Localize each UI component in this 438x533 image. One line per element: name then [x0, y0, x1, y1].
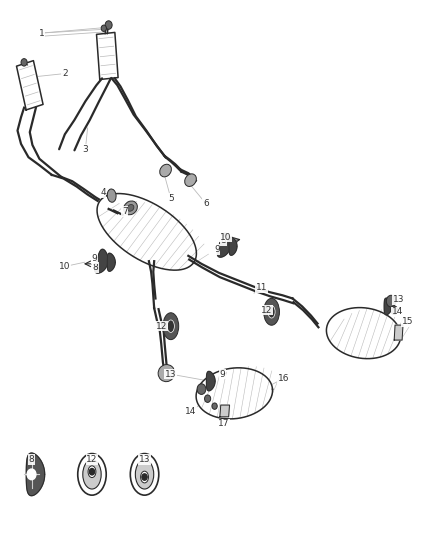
Polygon shape: [217, 233, 230, 257]
Text: 1: 1: [39, 29, 45, 37]
Text: 2: 2: [62, 69, 67, 78]
Text: 3: 3: [82, 145, 88, 154]
Ellipse shape: [264, 298, 279, 325]
Ellipse shape: [78, 454, 106, 495]
Ellipse shape: [185, 174, 196, 187]
Text: 14: 14: [392, 308, 403, 316]
Circle shape: [142, 474, 147, 480]
Ellipse shape: [268, 305, 275, 318]
Polygon shape: [107, 253, 115, 271]
Text: 15: 15: [402, 317, 413, 326]
Text: 17: 17: [218, 419, 229, 428]
Polygon shape: [196, 368, 272, 419]
Text: 5: 5: [168, 194, 174, 203]
Polygon shape: [326, 308, 401, 359]
Text: 8: 8: [28, 455, 35, 464]
Circle shape: [391, 306, 398, 314]
Ellipse shape: [135, 459, 154, 489]
Text: 8: 8: [92, 263, 99, 272]
Ellipse shape: [131, 454, 159, 495]
Text: 12: 12: [86, 455, 98, 464]
Polygon shape: [26, 453, 45, 496]
Text: 13: 13: [393, 295, 404, 304]
Circle shape: [27, 469, 36, 480]
Text: 8: 8: [220, 237, 226, 245]
Ellipse shape: [83, 459, 101, 489]
Circle shape: [89, 469, 95, 475]
Text: 11: 11: [256, 284, 268, 292]
Polygon shape: [394, 325, 403, 340]
Ellipse shape: [167, 320, 174, 333]
Polygon shape: [229, 237, 237, 255]
Circle shape: [197, 384, 206, 394]
Text: 9: 9: [219, 370, 226, 378]
Polygon shape: [384, 298, 392, 315]
Ellipse shape: [160, 164, 171, 177]
Circle shape: [105, 21, 112, 29]
Text: 7: 7: [122, 207, 128, 216]
Circle shape: [205, 395, 211, 402]
Circle shape: [21, 59, 27, 66]
Ellipse shape: [163, 313, 179, 340]
Ellipse shape: [124, 201, 138, 215]
Text: 10: 10: [220, 233, 231, 241]
Text: 14: 14: [185, 407, 196, 416]
Ellipse shape: [141, 471, 148, 483]
Text: 10: 10: [59, 262, 71, 271]
Text: 13: 13: [139, 455, 150, 464]
Circle shape: [101, 25, 106, 31]
Text: 9: 9: [214, 245, 220, 254]
Ellipse shape: [127, 205, 134, 211]
Ellipse shape: [88, 466, 96, 478]
Circle shape: [212, 403, 217, 409]
Polygon shape: [96, 33, 118, 79]
Text: 16: 16: [278, 374, 290, 383]
Circle shape: [386, 295, 396, 307]
Text: 12: 12: [261, 306, 272, 314]
Text: 13: 13: [165, 370, 177, 378]
Polygon shape: [220, 405, 230, 417]
Text: 12: 12: [156, 322, 168, 330]
Polygon shape: [206, 372, 215, 391]
Text: 9: 9: [91, 254, 97, 263]
Polygon shape: [95, 249, 108, 273]
Ellipse shape: [158, 365, 175, 382]
Ellipse shape: [107, 189, 116, 202]
Text: 4: 4: [100, 189, 106, 197]
Polygon shape: [17, 61, 43, 110]
Text: 6: 6: [203, 199, 209, 208]
Polygon shape: [97, 193, 196, 270]
